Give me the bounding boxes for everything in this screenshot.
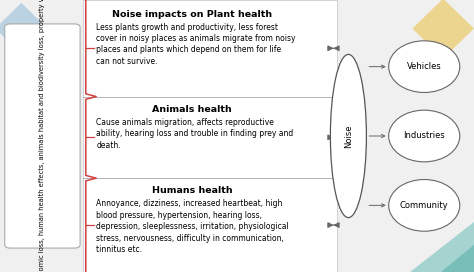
Polygon shape — [412, 0, 474, 58]
Text: Vehicles: Vehicles — [407, 62, 442, 71]
Polygon shape — [441, 245, 474, 272]
Text: Humans health: Humans health — [152, 186, 232, 195]
Ellipse shape — [389, 110, 460, 162]
Polygon shape — [410, 222, 474, 272]
Ellipse shape — [389, 41, 460, 92]
Text: Cause animals migration, affects reproductive
ability, hearing loss and trouble : Cause animals migration, affects reprodu… — [96, 118, 293, 150]
Bar — [83, 0, 337, 272]
Text: Industries: Industries — [403, 131, 445, 141]
Ellipse shape — [330, 54, 366, 218]
Text: Noise impacts on Plant health: Noise impacts on Plant health — [112, 10, 272, 18]
Text: Less plants growth and productivity, less forest
cover in noisy places as animal: Less plants growth and productivity, les… — [96, 23, 296, 66]
FancyBboxPatch shape — [5, 24, 80, 248]
Text: Animals health: Animals health — [152, 105, 232, 114]
Text: Noise: Noise — [344, 124, 353, 148]
Polygon shape — [22, 38, 58, 73]
Text: Annoyance, dizziness, increased heartbeat, high
blood pressure, hypertension, he: Annoyance, dizziness, increased heartbea… — [96, 199, 289, 254]
Polygon shape — [0, 3, 47, 54]
Text: Crop yield losses due to less plant growth, hence economic loss, human health ef: Crop yield losses due to less plant grow… — [39, 0, 46, 272]
Text: Community: Community — [400, 201, 448, 210]
Ellipse shape — [389, 180, 460, 231]
